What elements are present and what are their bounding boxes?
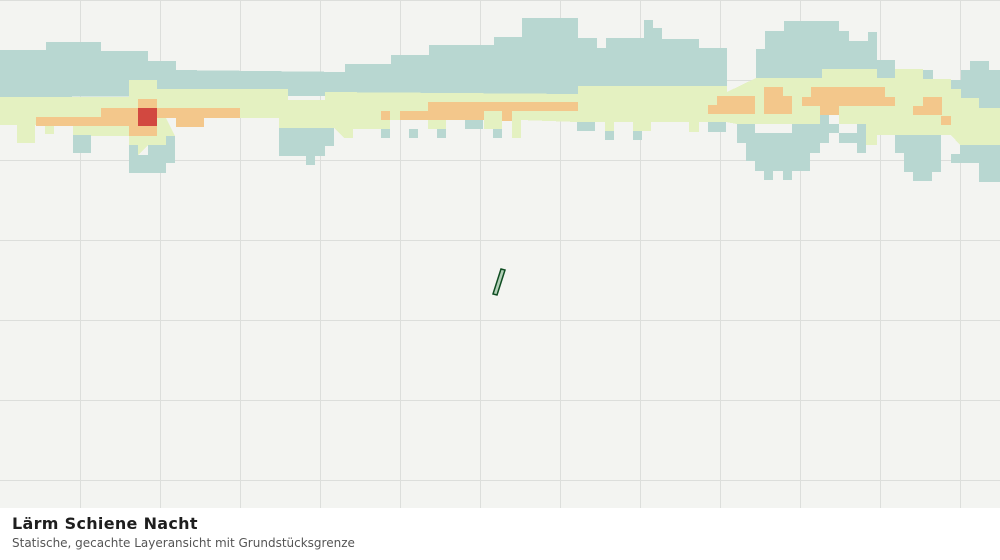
noise-band-mid [0, 69, 1000, 155]
noise-band-peak [138, 108, 157, 126]
map-view[interactable] [0, 0, 1000, 508]
layer-subtitle: Statische, gecachte Layeransicht mit Gru… [12, 536, 355, 550]
parcel-boundary[interactable] [492, 268, 506, 296]
layer-title: Lärm Schiene Nacht [12, 514, 198, 533]
noise-layer [0, 18, 1000, 182]
caption-panel: Lärm Schiene Nacht Statische, gecachte L… [0, 508, 1000, 560]
